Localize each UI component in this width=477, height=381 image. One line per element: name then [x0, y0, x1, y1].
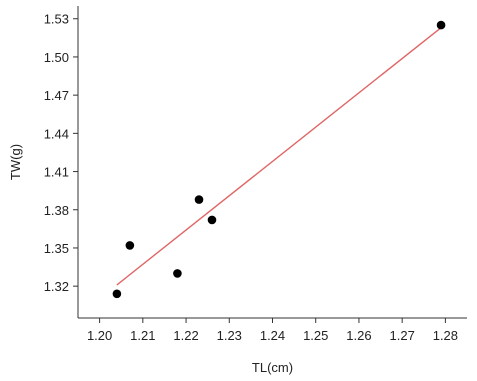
y-tick-label: 1.35 — [44, 241, 69, 256]
ticks: 1.32 1.35 1.38 1.41 1.44 1.47 1.50 1.53 1.20 1.21… — [44, 12, 458, 343]
y-axis-title: TW(g) — [8, 144, 23, 180]
x-tick-label: 1.23 — [217, 328, 242, 343]
y-tick-label: 1.38 — [44, 203, 69, 218]
fit-line-group — [116, 27, 442, 286]
x-tick-label: 1.22 — [173, 328, 198, 343]
data-point — [173, 269, 182, 278]
x-tick-label: 1.28 — [433, 328, 458, 343]
x-tick-label: 1.24 — [260, 328, 285, 343]
y-tick-label: 1.44 — [44, 126, 69, 141]
x-tick-label: 1.20 — [87, 328, 112, 343]
x-tick-label: 1.25 — [303, 328, 328, 343]
data-point — [125, 241, 135, 250]
fit-line — [116, 27, 442, 286]
x-tick-label: 1.21 — [130, 328, 155, 343]
x-tick-label: 1.26 — [346, 328, 371, 343]
data-point — [194, 195, 204, 204]
y-tick-label: 1.32 — [44, 279, 69, 294]
y-tick-label: 1.53 — [44, 12, 69, 27]
x-tick-label: 1.27 — [390, 328, 415, 343]
points-group — [112, 20, 446, 299]
data-point — [436, 20, 446, 30]
x-axis-title: TL(cm) — [252, 360, 293, 375]
y-tick-label: 1.50 — [44, 50, 69, 65]
data-point — [112, 289, 122, 299]
data-point — [207, 215, 217, 225]
y-tick-label: 1.47 — [44, 88, 69, 103]
y-tick-label: 1.41 — [44, 165, 69, 180]
